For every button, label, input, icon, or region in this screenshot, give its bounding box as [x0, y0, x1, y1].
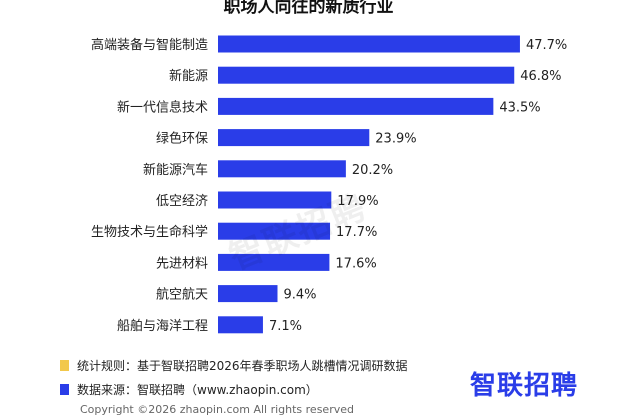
category-label: 新能源汽车	[143, 162, 208, 178]
data-source-text: 数据来源：智联招聘（www.zhaopin.com）	[77, 383, 318, 397]
stats-rule-text: 统计规则：基于智联招聘2026年春季职场人跳槽情况调研数据	[77, 359, 408, 373]
bar	[218, 160, 346, 178]
footer-note-stats-rule: 统计规则：基于智联招聘2026年春季职场人跳槽情况调研数据	[60, 359, 408, 373]
zhaopin-logo: 智联招聘	[470, 371, 579, 401]
bar	[218, 285, 278, 303]
footer-note-data-source: 数据来源：智联招聘（www.zhaopin.com）	[60, 383, 318, 397]
value-label: 17.7%	[336, 225, 377, 240]
value-label: 9.4%	[284, 288, 317, 303]
bar	[218, 191, 332, 209]
category-label: 高端装备与智能制造	[91, 37, 208, 53]
bar	[218, 316, 263, 334]
bar	[218, 66, 515, 84]
blue-square-icon	[60, 384, 69, 395]
value-label: 7.1%	[269, 319, 302, 334]
value-label: 17.6%	[335, 256, 376, 271]
bar	[218, 222, 331, 240]
category-label: 航空航天	[156, 287, 208, 303]
value-label: 20.2%	[352, 163, 393, 178]
bar	[218, 253, 330, 271]
category-label: 先进材料	[156, 256, 208, 271]
category-label: 船舶与海洋工程	[117, 318, 208, 334]
bar-chart: 高端装备与智能制造 47.7% 新能源 46.8% 新一代信息技术 43.5% 绿色环保 23…	[91, 35, 567, 334]
chart-title: 职场人向往的新质行业	[223, 0, 394, 17]
yellow-square-icon	[60, 360, 69, 371]
category-label: 新能源	[169, 68, 208, 84]
category-label: 低空经济	[156, 194, 208, 209]
category-label: 新一代信息技术	[117, 99, 208, 115]
value-label: 43.5%	[499, 100, 540, 115]
value-label: 23.9%	[375, 132, 416, 147]
bar	[218, 35, 520, 53]
copyright-text: Copyright ©2026 zhaopin.com All rights r…	[80, 403, 354, 416]
value-label: 47.7%	[526, 38, 567, 53]
value-label: 46.8%	[520, 69, 561, 84]
category-label: 生物技术与生命科学	[91, 224, 208, 240]
category-label: 绿色环保	[156, 131, 208, 147]
bar	[218, 129, 370, 147]
bar	[218, 97, 494, 115]
value-label: 17.9%	[337, 194, 378, 209]
